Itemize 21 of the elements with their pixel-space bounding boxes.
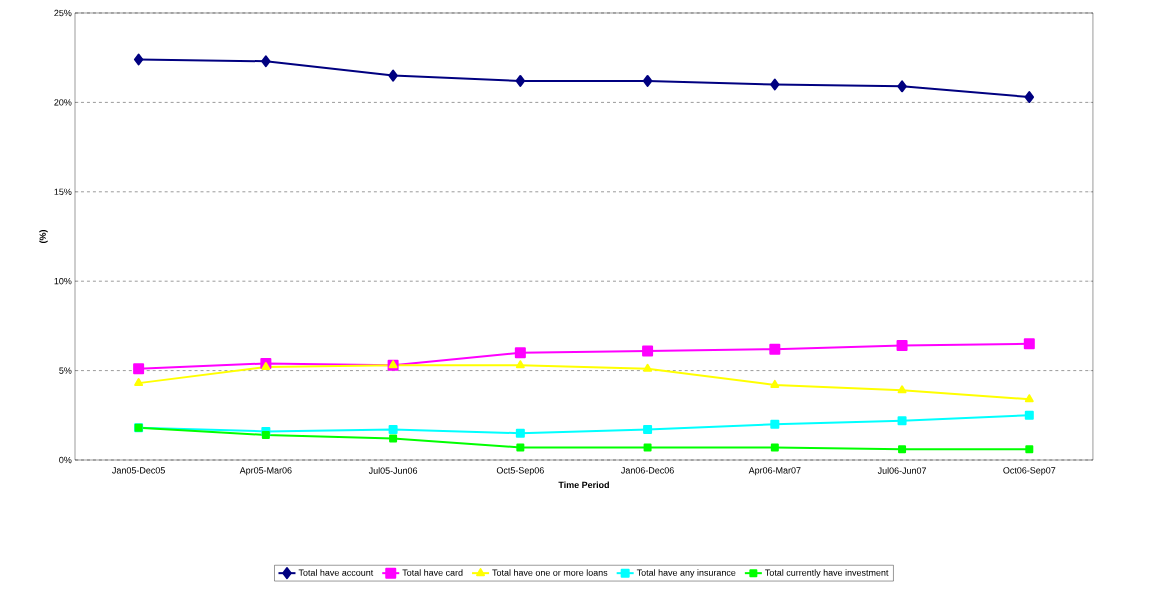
y-axis-title: (%) xyxy=(39,229,48,244)
legend-label: Total have account xyxy=(298,569,374,576)
x-tick-label: Jul05-Jun06 xyxy=(368,467,418,474)
x-tick-label: Jan06-Dec06 xyxy=(621,467,674,474)
x-tick-label: Apr05-Mar06 xyxy=(239,467,292,476)
y-tick-label: 15% xyxy=(54,188,72,195)
y-tick-label: 5% xyxy=(59,367,72,374)
x-tick-label: Apr06-Mar07 xyxy=(748,467,801,476)
y-tick-label: 10% xyxy=(54,278,72,285)
x-tick-label: Oct06-Sep07 xyxy=(1003,467,1056,476)
legend-label: Total have card xyxy=(402,569,463,576)
x-tick-label: Oct5-Sep06 xyxy=(496,467,544,476)
y-tick-label: 20% xyxy=(54,99,72,106)
x-tick-label: Jul06-Jun07 xyxy=(877,467,927,474)
y-tick-label: 25% xyxy=(54,9,72,17)
legend-label: Total have one or more loans xyxy=(492,569,608,576)
x-axis-title: Time Period xyxy=(558,481,609,489)
x-tick-label: Jan05-Dec05 xyxy=(112,467,165,474)
legend-label: Total have any insurance xyxy=(636,569,736,578)
legend-label: Total currently have investment xyxy=(765,569,889,578)
y-tick-label: 0% xyxy=(59,456,72,464)
